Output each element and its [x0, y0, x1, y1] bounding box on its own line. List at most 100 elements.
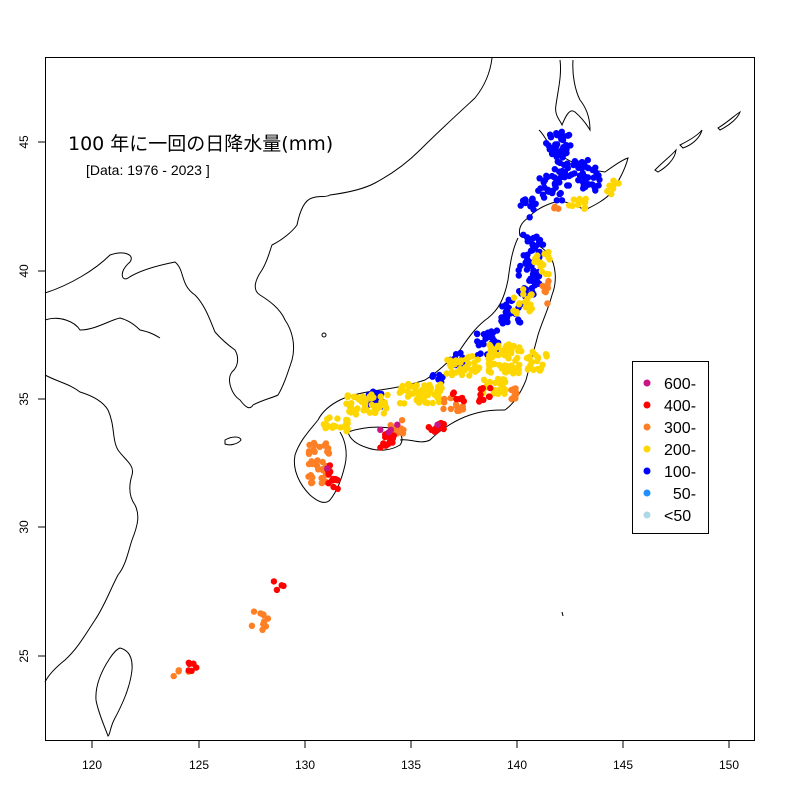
- y-tick-label: 25: [17, 649, 31, 663]
- station-dot: [326, 414, 333, 421]
- station-dot: [531, 269, 538, 276]
- station-dot: [495, 361, 503, 369]
- station-dot: [443, 370, 450, 377]
- station-dot: [400, 400, 408, 407]
- station-dot: [508, 349, 515, 357]
- station-dots: [170, 128, 622, 680]
- plot-frame: [45, 57, 755, 741]
- station-dot: [248, 622, 256, 629]
- station-dot: [505, 296, 512, 303]
- station-dot: [528, 305, 535, 312]
- legend-swatch: [643, 401, 651, 409]
- station-dot: [527, 203, 534, 210]
- station-dot: [524, 256, 531, 263]
- station-dot: [534, 279, 541, 286]
- station-dot: [559, 146, 566, 154]
- station-dot: [544, 300, 551, 307]
- station-dot: [471, 359, 478, 366]
- station-dot: [523, 266, 531, 273]
- station-dot: [562, 141, 570, 149]
- station-dot: [420, 396, 427, 404]
- station-dot: [520, 286, 527, 293]
- station-dot: [537, 365, 545, 372]
- station-dot: [512, 395, 519, 402]
- station-dot: [544, 173, 551, 181]
- station-dot: [499, 315, 506, 322]
- station-dot: [527, 275, 534, 282]
- station-dot: [429, 399, 436, 407]
- station-dot: [480, 376, 488, 383]
- station-dot: [264, 615, 272, 622]
- station-dot: [355, 396, 363, 403]
- station-dot: [527, 362, 534, 369]
- x-tick-label: 125: [189, 758, 209, 772]
- station-dot: [315, 466, 322, 473]
- station-dot: [489, 345, 496, 352]
- station-dot: [487, 369, 495, 376]
- station-dot: [530, 366, 537, 373]
- station-dot: [609, 185, 617, 192]
- legend-label: 100-: [664, 464, 696, 481]
- legend-label: 600-: [664, 376, 696, 393]
- station-dot: [309, 460, 316, 468]
- station-dot: [501, 363, 508, 370]
- station-dot: [551, 181, 559, 189]
- station-dot: [456, 395, 463, 403]
- station-dot: [449, 371, 456, 378]
- station-dot: [515, 316, 522, 323]
- station-dot: [466, 372, 473, 379]
- legend: 600- 400- 300- 200- 100- 50- <50: [632, 361, 709, 534]
- station-dot: [465, 353, 472, 361]
- station-dot: [404, 388, 411, 395]
- station-dot: [572, 161, 580, 168]
- station-dot: [558, 136, 565, 143]
- station-dot: [440, 425, 447, 433]
- station-dot: [458, 357, 465, 364]
- station-dot: [441, 399, 448, 406]
- station-dot: [549, 187, 556, 194]
- station-dot: [405, 381, 412, 388]
- legend-swatch: [643, 467, 651, 475]
- station-dot: [475, 342, 482, 349]
- station-dot: [533, 258, 540, 266]
- legend-label: 300-: [664, 420, 696, 437]
- station-dot: [556, 159, 564, 167]
- station-dot: [536, 175, 543, 182]
- station-dot: [565, 202, 573, 209]
- station-dot: [553, 148, 560, 155]
- station-dot: [434, 383, 442, 390]
- station-dot: [582, 183, 589, 191]
- station-dot: [387, 426, 395, 433]
- station-dot: [520, 231, 527, 238]
- station-dot: [516, 361, 523, 369]
- station-dot: [325, 480, 332, 487]
- station-dot: [565, 182, 572, 189]
- station-dot: [175, 668, 182, 675]
- station-dot: [280, 582, 287, 590]
- station-dot: [582, 199, 589, 206]
- station-dot: [185, 659, 192, 666]
- station-dot: [320, 477, 327, 484]
- station-dot: [446, 361, 454, 369]
- station-dot: [533, 233, 540, 240]
- station-dot: [596, 176, 603, 183]
- legend-label: 400-: [664, 398, 696, 415]
- station-dot: [344, 392, 351, 399]
- x-tick-label: 120: [82, 758, 102, 772]
- legend-label: <50: [664, 508, 691, 525]
- station-dot: [526, 214, 533, 221]
- station-dot: [434, 426, 441, 433]
- station-dot: [584, 156, 591, 164]
- station-dot: [257, 610, 264, 617]
- station-dot: [389, 435, 397, 442]
- y-tick-label: 35: [17, 392, 31, 406]
- station-dot: [522, 303, 529, 311]
- station-dot: [425, 424, 432, 431]
- station-dot: [382, 433, 389, 441]
- station-dot: [578, 158, 586, 166]
- station-dot: [529, 196, 536, 203]
- station-dot: [516, 300, 523, 307]
- station-dot: [534, 252, 541, 259]
- station-dot: [394, 427, 401, 434]
